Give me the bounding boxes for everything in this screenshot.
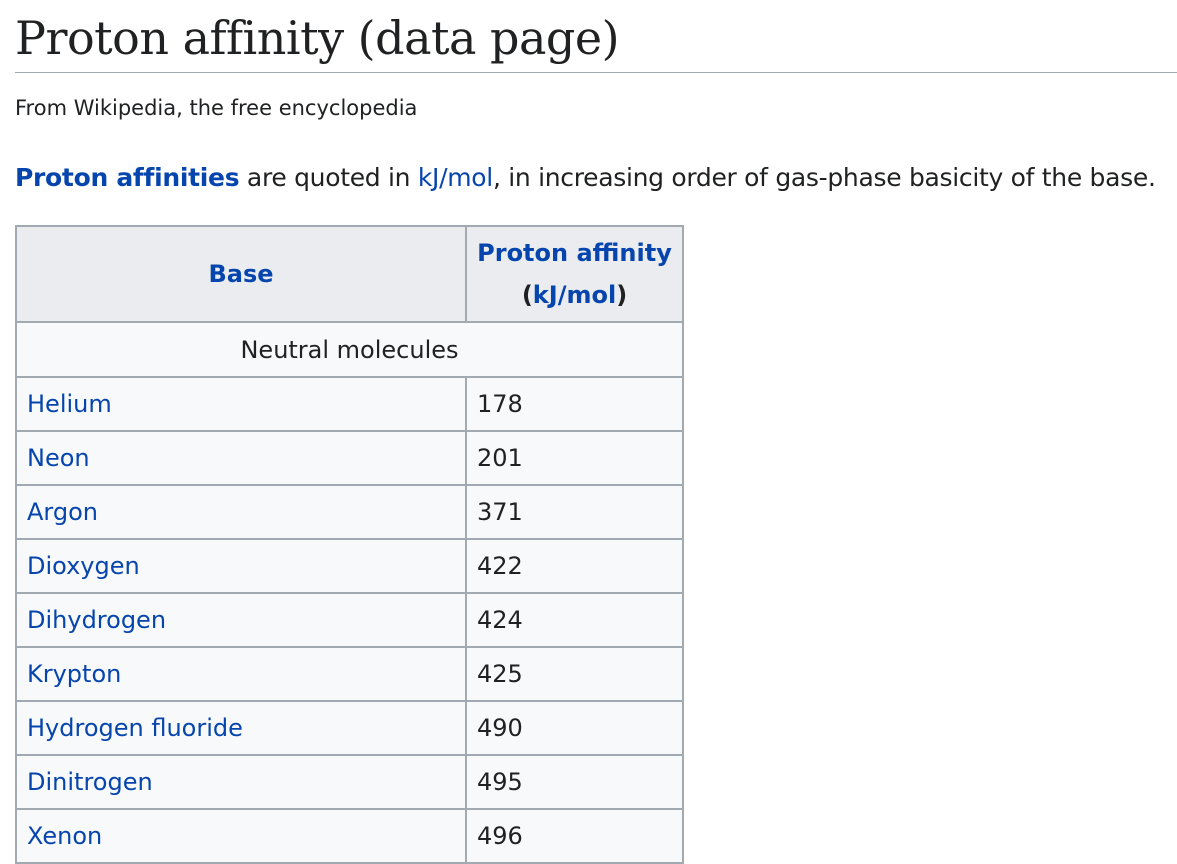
intro-text-1: are quoted in <box>239 163 418 192</box>
table-row: Dinitrogen 495 <box>15 754 684 810</box>
base-name-link[interactable]: Argon <box>15 484 467 540</box>
table-row: Argon 371 <box>15 484 684 540</box>
section-row: Neutral molecules <box>15 321 684 378</box>
table-row: Hydrogen fluoride 490 <box>15 700 684 756</box>
table-row: Dioxygen 422 <box>15 538 684 594</box>
intro-text-2: , in increasing order of gas-phase basic… <box>492 163 1156 192</box>
base-name-link[interactable]: Krypton <box>15 646 467 702</box>
table-row: Neon 201 <box>15 430 684 486</box>
article: Proton affinity (data page) From Wikiped… <box>15 0 1177 864</box>
proton-affinity-table: Base Proton affinity (kJ/mol) Neutral mo… <box>15 225 684 864</box>
page-title: Proton affinity (data page) <box>15 0 1177 73</box>
kjmol-link[interactable]: kJ/mol <box>417 163 493 192</box>
base-name-link[interactable]: Hydrogen fluoride <box>15 700 467 756</box>
section-neutral-molecules: Neutral molecules <box>15 321 684 378</box>
base-name-link[interactable]: Neon <box>15 430 467 486</box>
proton-affinity-value: 490 <box>465 700 684 756</box>
base-name-link[interactable]: Xenon <box>15 808 467 864</box>
table-row: Dihydrogen 424 <box>15 592 684 648</box>
header-pa-open: ( <box>521 281 533 309</box>
header-kjmol-link[interactable]: kJ/mol <box>532 281 617 309</box>
site-tagline: From Wikipedia, the free encyclopedia <box>15 96 418 120</box>
proton-affinity-value: 495 <box>465 754 684 810</box>
table-row: Helium 178 <box>15 376 684 432</box>
header-base[interactable]: Base <box>15 225 467 323</box>
proton-affinity-value: 178 <box>465 376 684 432</box>
proton-affinity-value: 422 <box>465 538 684 594</box>
proton-affinities-link[interactable]: Proton affinities <box>15 163 240 192</box>
base-name-link[interactable]: Helium <box>15 376 467 432</box>
table-row: Xenon 496 <box>15 808 684 864</box>
proton-affinity-value: 201 <box>465 430 684 486</box>
table-row: Krypton 425 <box>15 646 684 702</box>
base-name-link[interactable]: Dihydrogen <box>15 592 467 648</box>
table-header-row: Base Proton affinity (kJ/mol) <box>15 225 684 323</box>
proton-affinity-value: 496 <box>465 808 684 864</box>
base-name-link[interactable]: Dioxygen <box>15 538 467 594</box>
base-name-link[interactable]: Dinitrogen <box>15 754 467 810</box>
header-proton-affinity[interactable]: Proton affinity (kJ/mol) <box>465 225 684 323</box>
header-pa-close: ) <box>616 281 628 309</box>
proton-affinity-value: 424 <box>465 592 684 648</box>
intro-paragraph: Proton affinities are quoted in kJ/mol, … <box>15 162 1177 194</box>
proton-affinity-value: 425 <box>465 646 684 702</box>
proton-affinity-value: 371 <box>465 484 684 540</box>
header-pa-label: Proton affinity <box>477 239 672 267</box>
